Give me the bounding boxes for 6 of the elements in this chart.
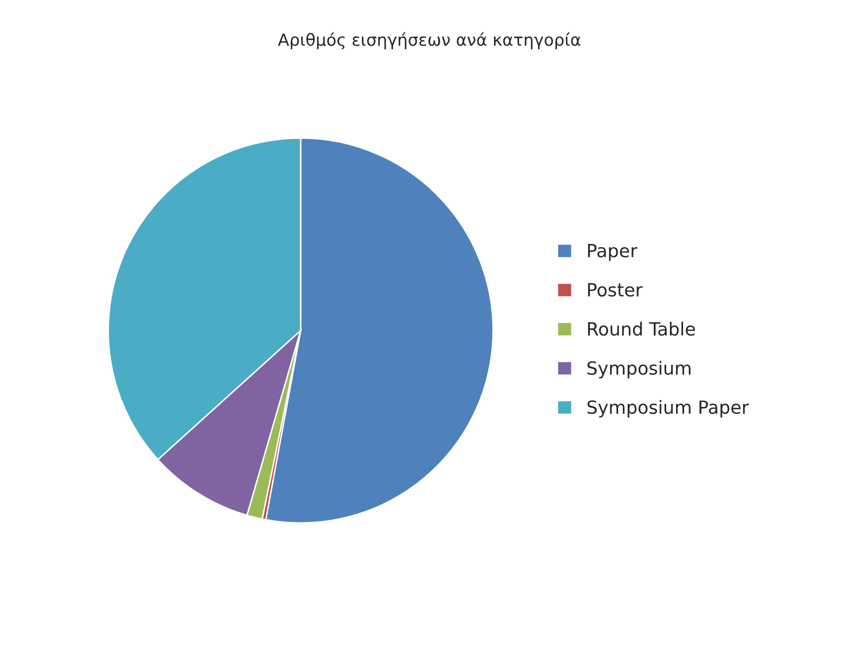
chart-title: Αριθμός εισηγήσεων ανά κατηγορία: [278, 32, 580, 50]
legend-label: Symposium Paper: [588, 400, 749, 418]
legend-label: Round Table: [588, 322, 695, 336]
legend-label: Paper: [588, 244, 638, 261]
legend-label: Symposium: [588, 360, 690, 378]
legend-label: Poster: [588, 283, 643, 297]
